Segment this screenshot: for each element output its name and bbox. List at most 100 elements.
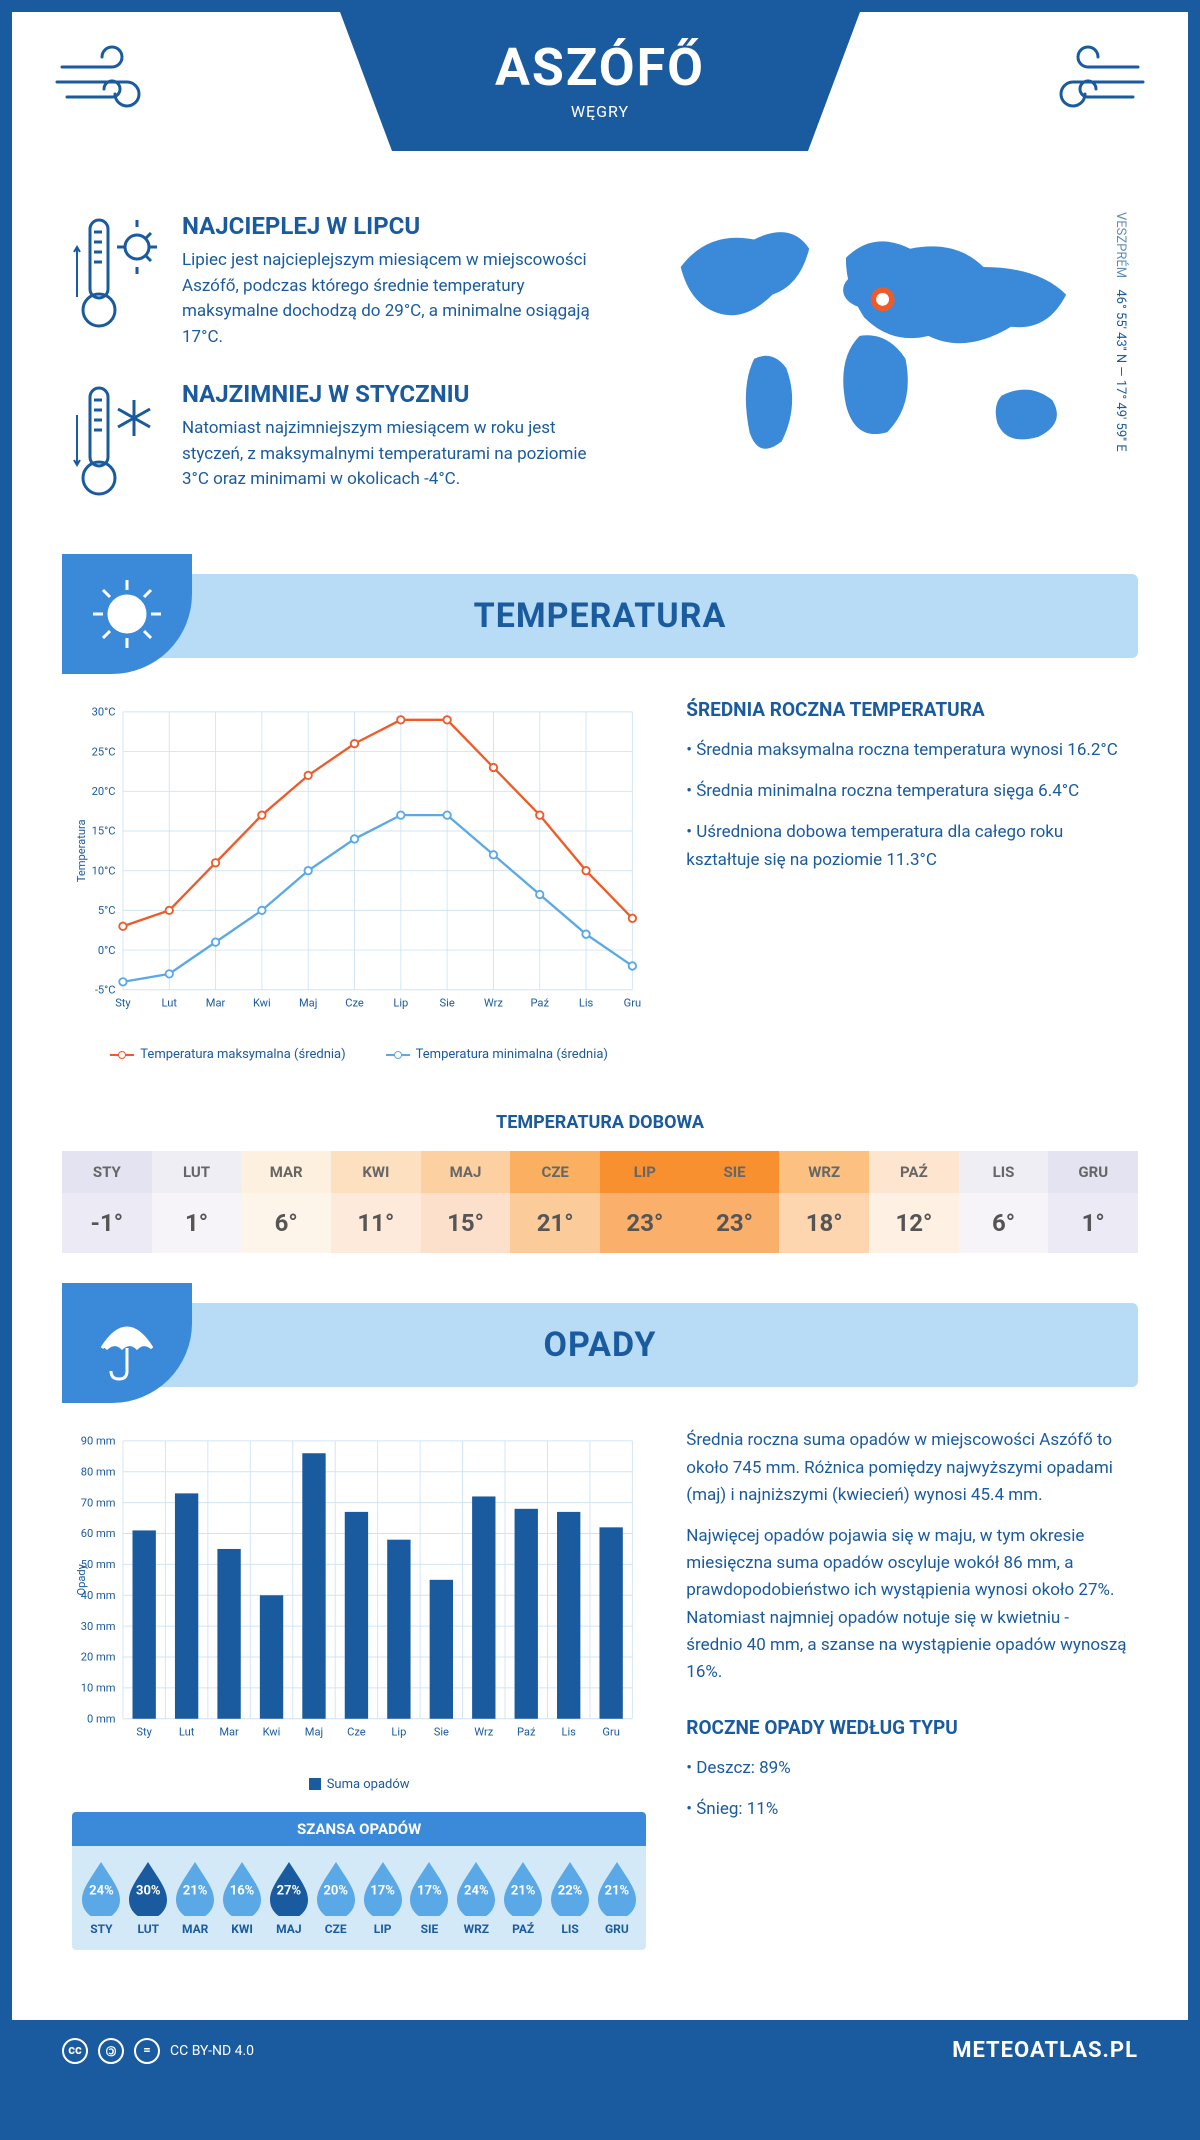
intro-text-col: NAJCIEPLEJ W LIPCU Lipiec jest najcieple… [72, 212, 604, 534]
world-map [644, 212, 1103, 469]
svg-text:Lip: Lip [391, 1726, 406, 1739]
svg-text:Lut: Lut [162, 996, 178, 1009]
svg-text:Paź: Paź [517, 1726, 536, 1739]
svg-text:80 mm: 80 mm [81, 1466, 116, 1479]
precip-type-line: • Śnieg: 11% [686, 1796, 1128, 1823]
license-text: CC BY-ND 4.0 [170, 2043, 254, 2059]
svg-text:Sie: Sie [440, 996, 455, 1009]
temp-table-cell: STY -1° [62, 1151, 152, 1253]
wind-icon-right [1028, 42, 1148, 122]
sun-icon [62, 554, 192, 674]
thermometer-cold-icon [72, 380, 162, 504]
svg-text:Cze: Cze [347, 1726, 366, 1739]
svg-text:30°C: 30°C [92, 706, 116, 719]
temp-table-cell: SIE 23° [690, 1151, 780, 1253]
nd-icon: = [134, 2038, 160, 2064]
svg-text:Wrz: Wrz [474, 1726, 494, 1739]
svg-text:70 mm: 70 mm [81, 1497, 116, 1510]
site-name: METEOATLAS.PL [952, 2038, 1138, 2063]
temp-table-cell: WRZ 18° [779, 1151, 869, 1253]
svg-text:Opady: Opady [75, 1564, 88, 1596]
temp-bullet: • Średnia maksymalna roczna temperatura … [686, 737, 1128, 764]
temp-table-cell: LIS 6° [959, 1151, 1049, 1253]
svg-text:Sie: Sie [434, 1726, 449, 1739]
license-block: cc 🄯 = CC BY-ND 4.0 [62, 2038, 254, 2064]
precipitation-row: 0 mm10 mm20 mm30 mm40 mm50 mm60 mm70 mm8… [12, 1387, 1188, 1989]
precipitation-banner: OPADY [62, 1303, 1138, 1387]
svg-text:Lut: Lut [179, 1726, 195, 1739]
temp-table-cell: LUT 1° [152, 1151, 242, 1253]
precip-chance-panel: SZANSA OPADÓW 24% STY 30% LUT 21% MAR 16… [72, 1812, 646, 1950]
precipitation-summary: Średnia roczna suma opadów w miejscowośc… [686, 1427, 1128, 1949]
precip-chance-cell: 21% GRU [593, 1860, 640, 1936]
svg-text:15°C: 15°C [92, 825, 116, 838]
temperature-banner: TEMPERATURA [62, 574, 1138, 658]
temp-table-cell: MAJ 15° [421, 1151, 511, 1253]
annual-temp-heading: ŚREDNIA ROCZNA TEMPERATURA [686, 698, 1128, 721]
precip-type-line: • Deszcz: 89% [686, 1755, 1128, 1782]
precipitation-legend: Suma opadów [72, 1777, 646, 1792]
precip-summary-1: Średnia roczna suma opadów w miejscowośc… [686, 1427, 1128, 1509]
coldest-title: NAJZIMNIEJ W STYCZNIU [182, 380, 604, 408]
svg-text:Gru: Gru [624, 996, 641, 1009]
temp-table-cell: LIP 23° [600, 1151, 690, 1253]
city-name: ASZÓFŐ [420, 37, 780, 98]
svg-text:-5°C: -5°C [95, 983, 116, 996]
svg-text:Kwi: Kwi [263, 1726, 281, 1739]
precipitation-chart: 0 mm10 mm20 mm30 mm40 mm50 mm60 mm70 mm8… [72, 1427, 646, 1760]
svg-text:Mar: Mar [206, 996, 226, 1009]
intro-row: NAJCIEPLEJ W LIPCU Lipiec jest najcieple… [12, 212, 1188, 574]
precip-chance-cell: 24% WRZ [453, 1860, 500, 1936]
svg-text:5°C: 5°C [98, 904, 116, 917]
svg-text:Sty: Sty [115, 996, 131, 1009]
footer: cc 🄯 = CC BY-ND 4.0 METEOATLAS.PL [12, 2020, 1188, 2082]
warmest-text: Lipiec jest najcieplejszym miesiącem w m… [182, 248, 604, 350]
precip-chance-cell: 30% LUT [125, 1860, 172, 1936]
temp-bullet: • Średnia minimalna roczna temperatura s… [686, 778, 1128, 805]
svg-text:0 mm: 0 mm [87, 1713, 115, 1726]
svg-text:Kwi: Kwi [253, 996, 271, 1009]
warmest-title: NAJCIEPLEJ W LIPCU [182, 212, 604, 240]
precip-chance-cell: 21% PAŹ [500, 1860, 547, 1936]
temperature-summary: ŚREDNIA ROCZNA TEMPERATURA • Średnia mak… [686, 698, 1128, 1062]
precip-chance-cell: 24% STY [78, 1860, 125, 1936]
svg-text:20 mm: 20 mm [81, 1651, 116, 1664]
svg-text:60 mm: 60 mm [81, 1528, 116, 1541]
svg-text:0°C: 0°C [98, 944, 116, 957]
coldest-block: NAJZIMNIEJ W STYCZNIU Natomiast najzimni… [72, 380, 604, 504]
svg-text:Temperatura: Temperatura [75, 819, 88, 882]
daily-temp-table: STY -1°LUT 1°MAR 6°KWI 11°MAJ 15°CZE 21°… [62, 1151, 1138, 1253]
svg-text:20°C: 20°C [92, 785, 116, 798]
precip-chance-cell: 17% LIP [359, 1860, 406, 1936]
svg-text:Mar: Mar [219, 1726, 239, 1739]
svg-text:Maj: Maj [299, 996, 317, 1009]
temperature-chart: -5°C0°C5°C10°C15°C20°C25°C30°CStyLutMarK… [72, 698, 646, 1062]
svg-text:90 mm: 90 mm [81, 1435, 116, 1448]
precip-chance-cell: 22% LIS [547, 1860, 594, 1936]
umbrella-icon [62, 1283, 192, 1403]
temperature-legend: Temperatura maksymalna (średnia) Tempera… [72, 1047, 646, 1062]
wind-icon-left [52, 42, 172, 122]
svg-text:Sty: Sty [136, 1726, 152, 1739]
header: ASZÓFŐ WĘGRY [12, 12, 1188, 212]
cc-icon: cc [62, 2038, 88, 2064]
thermometer-hot-icon [72, 212, 162, 350]
coords-label: VESZPRÉM 46° 55' 43'' N — 17° 49' 59'' E [1113, 212, 1128, 452]
precip-summary-2: Najwięcej opadów pojawia się w maju, w t… [686, 1523, 1128, 1686]
svg-text:Lis: Lis [561, 1726, 576, 1739]
svg-text:Cze: Cze [345, 996, 364, 1009]
warmest-block: NAJCIEPLEJ W LIPCU Lipiec jest najcieple… [72, 212, 604, 350]
title-ribbon: ASZÓFŐ WĘGRY [340, 12, 860, 151]
svg-text:Lis: Lis [579, 996, 594, 1009]
svg-text:Wrz: Wrz [484, 996, 504, 1009]
precip-chance-cell: 27% MAJ [265, 1860, 312, 1936]
map-col: VESZPRÉM 46° 55' 43'' N — 17° 49' 59'' E [644, 212, 1128, 534]
temp-table-cell: KWI 11° [331, 1151, 421, 1253]
precip-chance-cell: 21% MAR [172, 1860, 219, 1936]
precip-type-heading: ROCZNE OPADY WEDŁUG TYPU [686, 1716, 1128, 1739]
precip-chance-title: SZANSA OPADÓW [72, 1812, 646, 1846]
svg-text:10 mm: 10 mm [81, 1682, 116, 1695]
precip-chance-cell: 16% KWI [219, 1860, 266, 1936]
svg-text:Gru: Gru [602, 1726, 619, 1739]
temperature-row: -5°C0°C5°C10°C15°C20°C25°C30°CStyLutMarK… [12, 658, 1188, 1102]
